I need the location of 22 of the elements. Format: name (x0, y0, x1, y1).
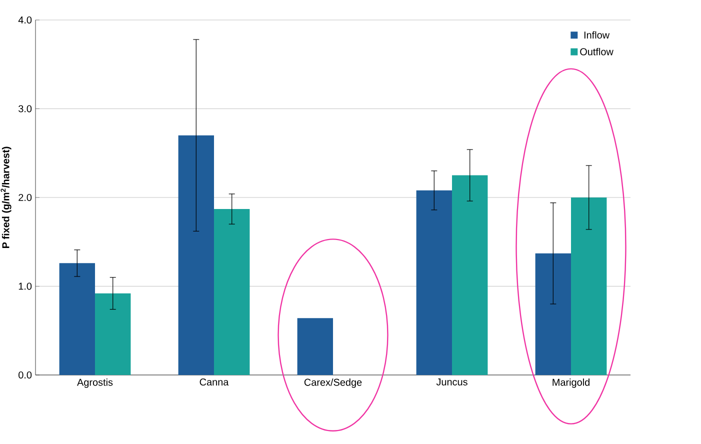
y-tick-label: 0.0 (18, 371, 32, 379)
x-tick-label: Canna (200, 378, 229, 386)
y-tick-label: 1.0 (18, 282, 32, 290)
legend-label: Inflow (584, 31, 610, 39)
bar (297, 318, 334, 375)
bar (178, 135, 214, 375)
x-tick-label: Marigold (552, 378, 590, 388)
bar (416, 190, 452, 375)
legend-label: Outflow (580, 48, 614, 56)
y-tick-label: 3.0 (18, 105, 32, 112)
bar (571, 197, 607, 375)
bar (59, 263, 96, 375)
x-tick-label: Agrostis (77, 378, 113, 388)
bar (95, 293, 131, 375)
y-tick-label: 4.0 (18, 16, 32, 24)
x-tick-label: Juncus (436, 378, 468, 386)
bar (452, 175, 488, 375)
x-tick-label: Carex/Sedge (304, 378, 362, 388)
y-tick-label: 2.0 (18, 194, 32, 202)
y-axis-title: P fixed (g/m$^{2}$/harvest) (0, 146, 12, 248)
bar (535, 253, 572, 375)
bar (214, 209, 250, 375)
